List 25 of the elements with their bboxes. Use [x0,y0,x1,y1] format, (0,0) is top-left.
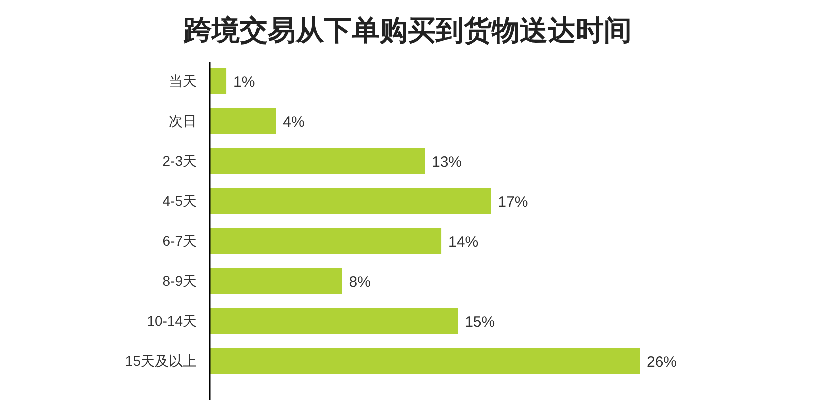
bar [210,188,492,214]
y-tick-label: 10-14天 [147,313,197,329]
bar [210,228,442,254]
y-tick-label: 2-3天 [162,153,197,169]
y-tick-label: 当天 [169,73,197,89]
data-label: 1% [234,74,256,91]
data-label: 4% [283,114,305,131]
y-tick-label: 4-5天 [162,193,197,209]
bar [210,348,640,374]
chart-title: 跨境交易从下单购买到货物送达时间 [183,15,632,46]
bar [210,308,458,334]
data-label: 8% [349,274,371,291]
data-label: 14% [448,234,479,251]
data-label: 26% [647,354,678,371]
y-tick-label: 6-7天 [162,233,197,249]
bar [210,68,227,94]
data-label: 17% [498,194,528,211]
bar [210,148,425,174]
bar [210,268,342,294]
y-tick-label: 8-9天 [162,273,197,289]
bar [210,108,276,134]
data-label: 13% [432,154,462,171]
y-tick-label: 15天及以上 [125,353,197,369]
y-tick-label: 次日 [169,113,197,129]
data-label: 15% [465,314,496,331]
